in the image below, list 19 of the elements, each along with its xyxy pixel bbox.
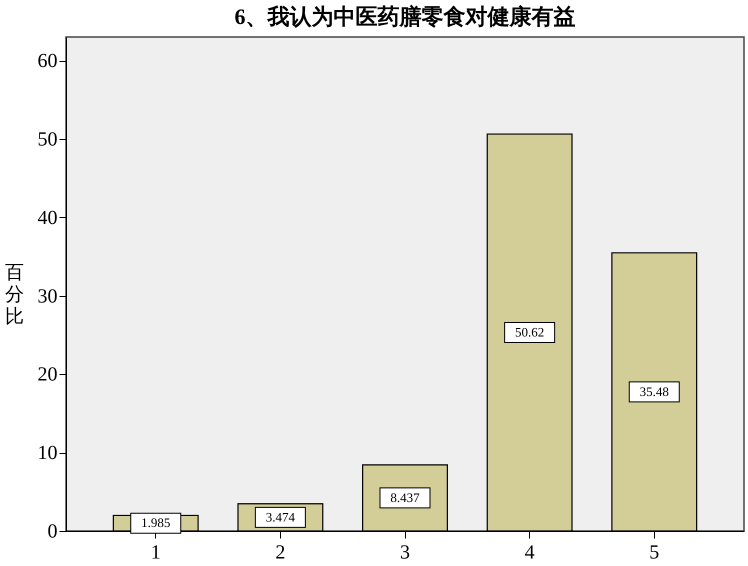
y-tick-label: 20 [38, 364, 58, 386]
x-tick-label: 1 [150, 542, 161, 564]
data-label: 35.48 [640, 384, 669, 399]
y-tick-label: 0 [48, 520, 58, 542]
y-tick-label: 10 [38, 442, 58, 464]
y-tick-label: 40 [38, 206, 58, 229]
data-label: 3.474 [266, 509, 296, 524]
y-axis-title: 百分比 [5, 262, 24, 328]
x-tick-label: 4 [524, 542, 535, 564]
y-tick-label: 60 [38, 50, 58, 72]
x-tick-label: 5 [649, 542, 660, 564]
y-tick-label: 50 [38, 128, 58, 150]
data-label: 8.437 [390, 490, 420, 505]
data-label: 1.985 [141, 515, 170, 530]
data-label: 50.62 [515, 324, 544, 340]
chart-title: 6、我认为中医药膳零食对健康有益 [234, 4, 576, 29]
y-tick-label: 30 [38, 285, 58, 308]
x-tick-label: 2 [275, 542, 286, 564]
x-tick-label: 3 [400, 542, 410, 564]
